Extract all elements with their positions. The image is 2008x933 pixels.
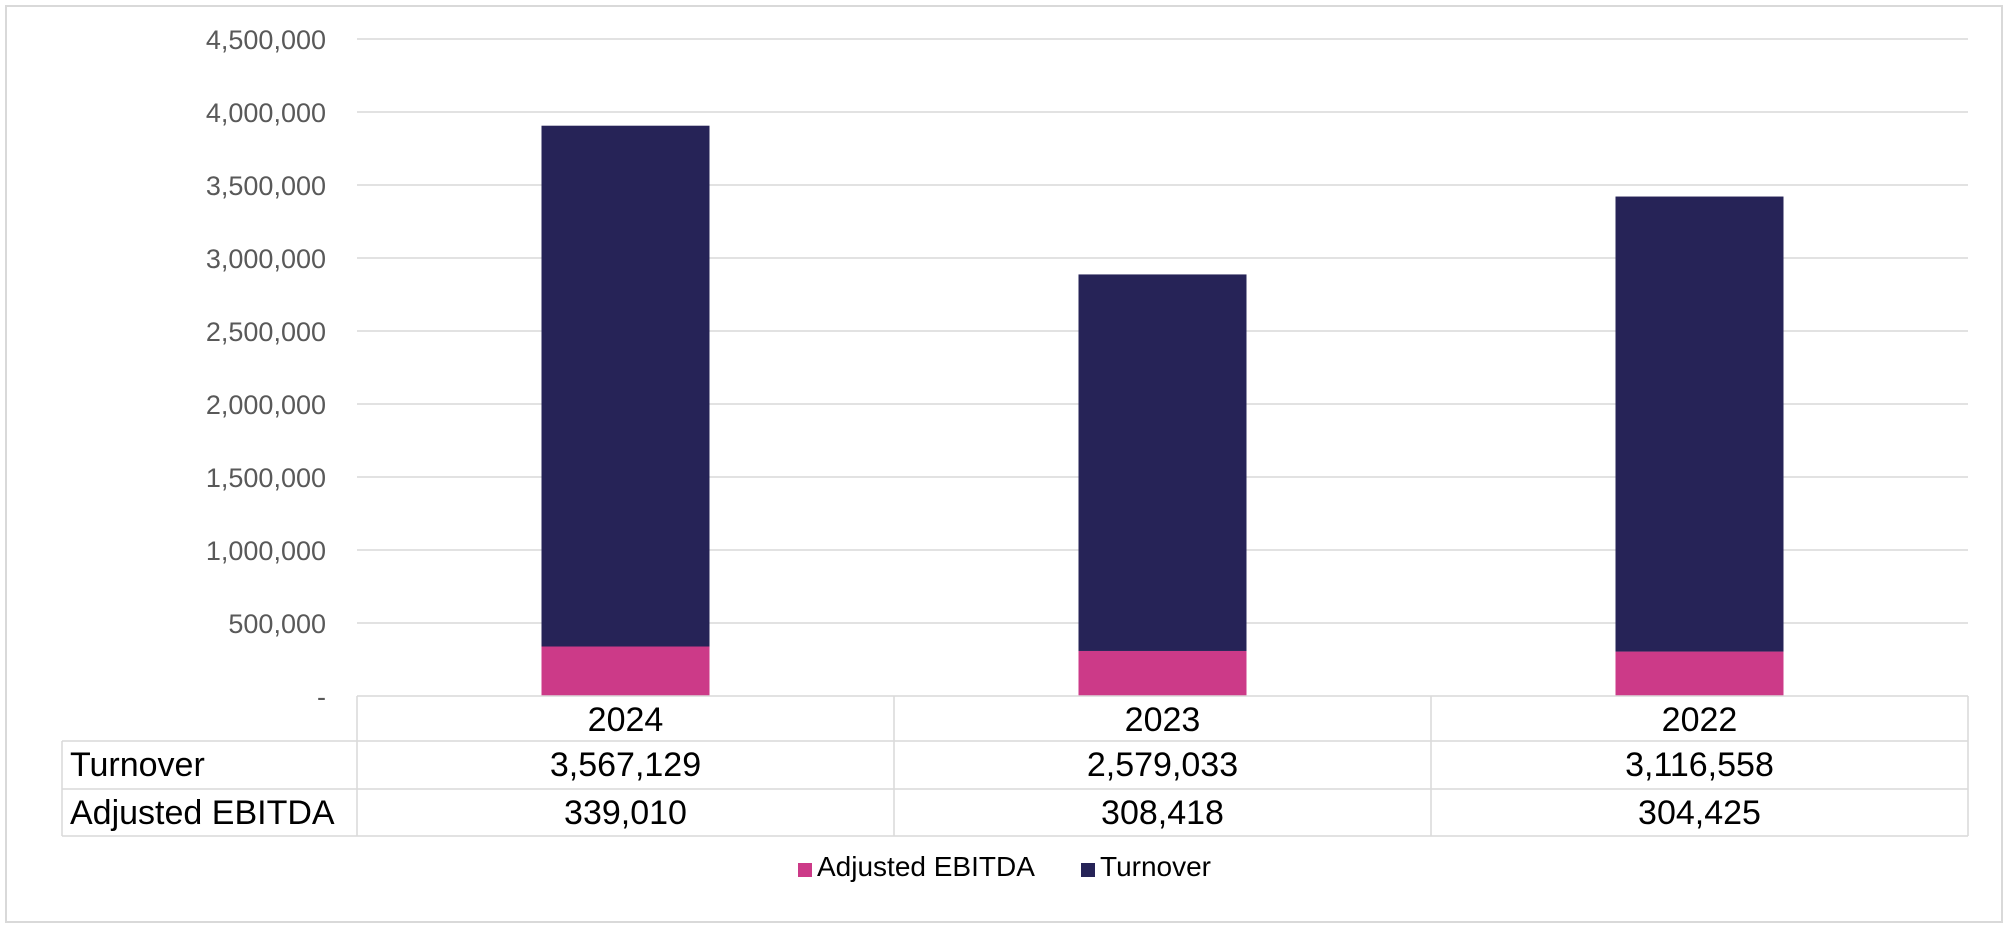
table-cell: 339,010 (564, 794, 687, 832)
y-tick-label: 1,000,000 (206, 536, 326, 566)
table-cell: 308,418 (1101, 794, 1224, 832)
legend-label: Turnover (1100, 851, 1211, 882)
y-tick-label: 2,000,000 (206, 390, 326, 420)
bar-adjusted-ebitda (1078, 650, 1247, 696)
table-row-label: Adjusted EBITDA (70, 794, 335, 832)
table-row-label: Turnover (70, 746, 205, 784)
bar-turnover (1078, 274, 1247, 651)
bar-adjusted-ebitda (1615, 651, 1784, 696)
y-tick-label: 4,500,000 (206, 25, 326, 55)
category-label: 2023 (1125, 701, 1201, 739)
y-tick-label: 1,500,000 (206, 463, 326, 493)
bar-turnover (1615, 196, 1784, 652)
y-tick-label: 3,000,000 (206, 244, 326, 274)
y-tick-label: 4,000,000 (206, 98, 326, 128)
bar-adjusted-ebitda (541, 646, 710, 696)
legend-swatch (1081, 863, 1095, 877)
legend-label: Adjusted EBITDA (817, 851, 1035, 882)
legend-item: Turnover (1081, 851, 1211, 882)
category-label: 2022 (1662, 701, 1738, 739)
bar-turnover (541, 125, 710, 647)
y-tick-label: 3,500,000 (206, 171, 326, 201)
table-cell: 2,579,033 (1087, 746, 1238, 784)
table-cell: 3,567,129 (550, 746, 701, 784)
legend-swatch (798, 863, 812, 877)
y-tick-label: - (317, 682, 326, 712)
category-label: 2024 (588, 701, 664, 739)
y-tick-label: 2,500,000 (206, 317, 326, 347)
table-cell: 304,425 (1638, 794, 1761, 832)
y-tick-label: 500,000 (228, 609, 326, 639)
table-cell: 3,116,558 (1625, 746, 1774, 784)
legend-item: Adjusted EBITDA (798, 851, 1035, 882)
